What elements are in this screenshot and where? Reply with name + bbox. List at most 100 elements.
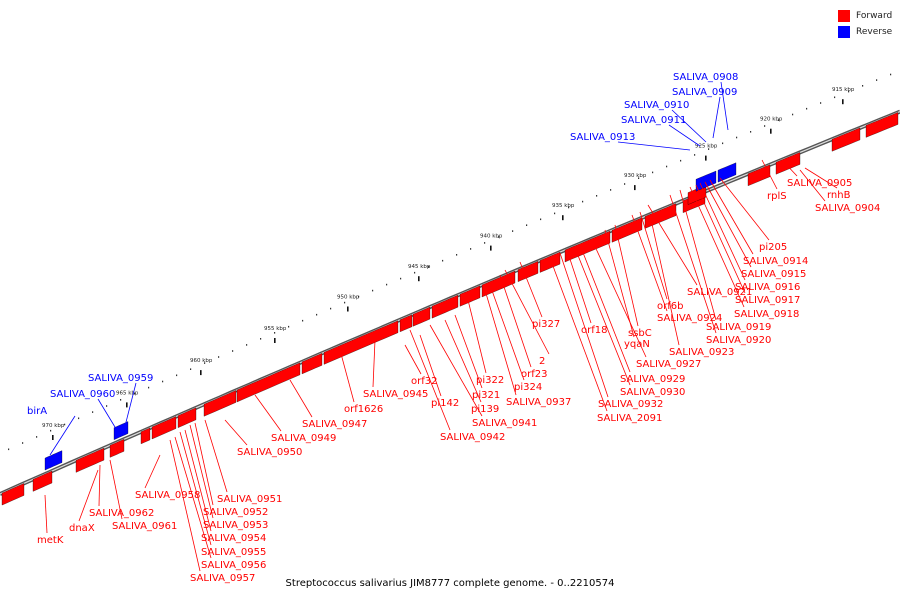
forward-gene-arrow bbox=[236, 362, 301, 403]
gene-label-saliva_0910: SALIVA_0910 bbox=[624, 100, 689, 111]
forward-gene-arrow bbox=[32, 470, 53, 492]
gene-label-saliva_0916: SALIVA_0916 bbox=[735, 282, 800, 293]
scale-dot bbox=[442, 259, 444, 262]
gene-label-orf23: orf23 bbox=[521, 369, 547, 380]
gene-label-pi142: pi142 bbox=[431, 398, 459, 409]
forward-gene-arrow bbox=[865, 112, 899, 138]
scale-dot bbox=[36, 436, 38, 438]
scale-dot bbox=[778, 119, 780, 121]
gene-label-saliva_0958: SALIVA_0958 bbox=[135, 490, 200, 501]
gene-label-orf6b: orf6b bbox=[657, 301, 683, 312]
gene-label-orf18: orf18 bbox=[581, 325, 607, 336]
forward-gene-arrow bbox=[644, 203, 677, 229]
forward-gene-arrow bbox=[687, 184, 707, 205]
legend-label-reverse: Reverse bbox=[856, 27, 893, 37]
scale-dot bbox=[64, 423, 66, 426]
forward-gene-arrow bbox=[564, 230, 611, 263]
scale-dot bbox=[540, 218, 542, 221]
gene-label-saliva_0962: SALIVA_0962 bbox=[89, 508, 154, 519]
leader-line bbox=[549, 257, 608, 412]
scale-dot bbox=[610, 189, 612, 191]
gene-label-bira: birA bbox=[27, 406, 47, 417]
tick-mark bbox=[274, 338, 276, 343]
leader-line bbox=[559, 252, 609, 398]
gene-label-saliva_0961: SALIVA_0961 bbox=[112, 521, 177, 532]
gene-label-saliva_0911: SALIVA_0911 bbox=[621, 115, 686, 126]
leader-line bbox=[467, 299, 487, 374]
scale-dot bbox=[470, 248, 472, 250]
legend: Forward Reverse bbox=[838, 9, 892, 41]
forward-gene-arrow bbox=[177, 407, 197, 428]
scale-dot bbox=[414, 271, 416, 274]
leader-line bbox=[799, 169, 826, 202]
scale-dot bbox=[176, 374, 178, 377]
legend-swatch-forward bbox=[838, 10, 850, 22]
leader-line bbox=[709, 179, 754, 255]
leader-line bbox=[761, 159, 778, 190]
leader-line bbox=[489, 284, 525, 381]
tick-mark bbox=[52, 435, 54, 440]
forward-gene-arrow bbox=[431, 294, 459, 319]
gene-label-saliva_0917: SALIVA_0917 bbox=[735, 295, 800, 306]
scale-dot bbox=[722, 142, 724, 145]
tick-mark bbox=[562, 215, 564, 221]
scale-dot bbox=[372, 289, 374, 292]
scale-dot bbox=[568, 206, 570, 209]
scale-dot bbox=[484, 242, 486, 244]
tick-label: 935 kbp bbox=[552, 203, 575, 209]
scale-dot bbox=[820, 102, 822, 104]
scale-dot bbox=[792, 113, 794, 116]
gene-label-saliva_0956: SALIVA_0956 bbox=[201, 560, 266, 571]
gene-label-saliva_2091: SALIVA_2091 bbox=[597, 413, 662, 424]
gene-label-dnax: dnaX bbox=[69, 523, 95, 534]
tick-label: 915 kbp bbox=[832, 87, 855, 93]
leader-line bbox=[499, 274, 532, 368]
leader-line bbox=[44, 494, 48, 534]
tick-mark bbox=[490, 245, 492, 251]
forward-gene-arrow bbox=[517, 261, 539, 282]
tick-mark bbox=[705, 155, 707, 161]
gene-label-saliva_0924: SALIVA_0924 bbox=[657, 313, 722, 324]
tick-label: 960 kbp bbox=[190, 358, 213, 364]
tick-mark bbox=[418, 276, 420, 282]
gene-label-saliva_0915: SALIVA_0915 bbox=[741, 269, 806, 280]
tick-label: 965 kbp bbox=[116, 390, 139, 396]
leader-line bbox=[184, 429, 212, 532]
gene-label-saliva_0960: SALIVA_0960 bbox=[50, 389, 115, 400]
gene-label-pi322: pi322 bbox=[476, 375, 504, 386]
tick-label: 945 kbp bbox=[408, 264, 431, 270]
gene-label-saliva_0937: SALIVA_0937 bbox=[506, 397, 571, 408]
scale-dot bbox=[50, 429, 52, 432]
scale-dot bbox=[316, 313, 318, 316]
forward-gene-arrow bbox=[109, 439, 125, 458]
tick-label: 955 kbp bbox=[264, 326, 287, 332]
leader-line bbox=[409, 329, 451, 431]
leader-line bbox=[649, 214, 680, 346]
leader-line bbox=[194, 422, 214, 506]
gene-label-pi321: pi321 bbox=[472, 390, 500, 401]
forward-gene-arrow bbox=[481, 270, 516, 298]
leader-line bbox=[454, 314, 483, 389]
forward-gene-arrow bbox=[459, 285, 481, 307]
scale-dot bbox=[890, 73, 892, 76]
leader-line bbox=[204, 419, 228, 493]
scale-dot bbox=[652, 171, 654, 174]
legend-item-reverse: Reverse bbox=[838, 25, 892, 39]
forward-gene-arrow bbox=[747, 164, 771, 187]
scale-dot bbox=[162, 380, 164, 383]
forward-gene-arrow bbox=[323, 320, 399, 365]
leader-line bbox=[647, 204, 698, 286]
forward-gene-arrow bbox=[151, 416, 177, 440]
tick-mark bbox=[842, 99, 844, 105]
gene-layer bbox=[1, 112, 899, 506]
tick-mark bbox=[770, 128, 772, 134]
leader-line bbox=[668, 124, 701, 147]
leader-line bbox=[289, 379, 313, 418]
gene-label-saliva_0909: SALIVA_0909 bbox=[672, 87, 737, 98]
scale-dot bbox=[386, 283, 388, 286]
leader-line bbox=[639, 211, 668, 300]
leader-line bbox=[669, 194, 717, 334]
scale-dot bbox=[526, 224, 528, 226]
